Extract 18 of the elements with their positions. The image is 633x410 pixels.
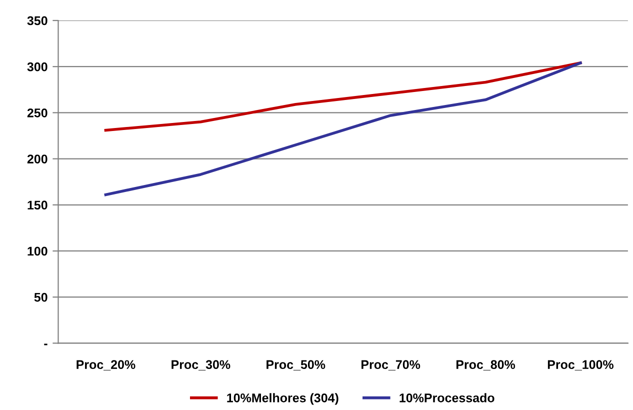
line-series (104, 62, 582, 196)
x-tick-label: Proc_50% (266, 360, 326, 370)
x-tick-label: Proc_80% (456, 360, 516, 370)
y-tick-label: - (44, 344, 48, 346)
y-tick-label: 150 (28, 200, 48, 210)
x-tick-label: Proc_20% (76, 360, 136, 370)
y-tick-label: 200 (27, 154, 48, 164)
y-tick-label: 300 (27, 62, 48, 72)
legend-label: 10%Processado (400, 393, 494, 402)
x-tick-label: Proc_30% (172, 360, 230, 370)
y-tick-label: 250 (27, 108, 48, 118)
y-tick-label: 50 (34, 292, 48, 302)
x-tick-label: Proc_100% (548, 360, 614, 370)
y-tick-label: 100 (28, 246, 48, 256)
x-tick-label: Proc_70% (362, 360, 420, 370)
line-series (104, 62, 582, 132)
y-tick-label: 350 (27, 16, 48, 26)
legend-label: 10%Melhores (304) (227, 393, 338, 405)
